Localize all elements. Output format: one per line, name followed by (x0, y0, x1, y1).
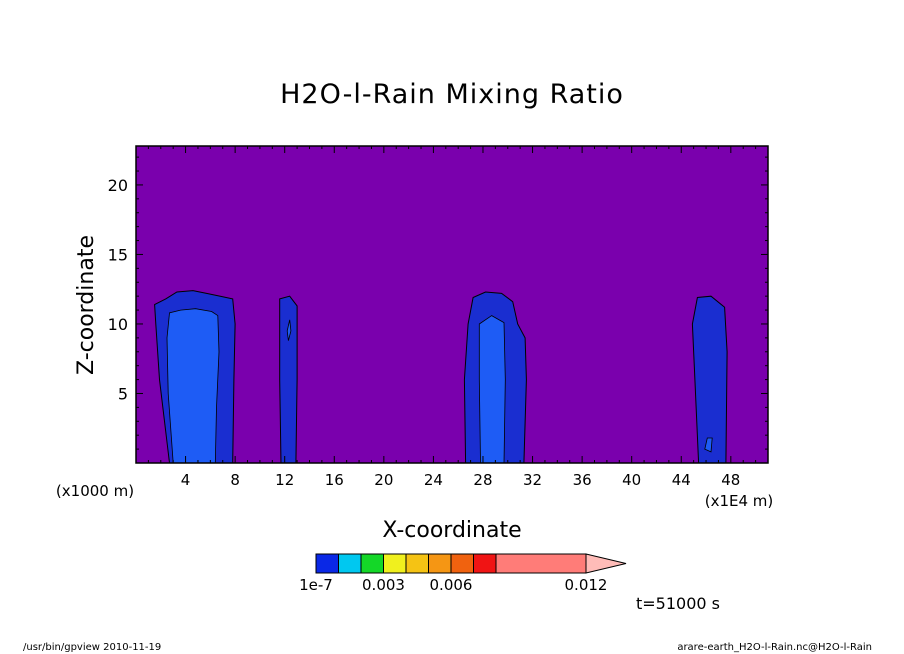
x-tick-label: 40 (622, 471, 641, 489)
colorbar-labels: 1e-7 0.003 0.006 0.012 (299, 576, 607, 594)
x-axis-label: X-coordinate (382, 518, 521, 543)
x-tick-label: 44 (672, 471, 691, 489)
y-tick-label: 5 (118, 384, 128, 403)
x-tick-label: 12 (275, 471, 294, 489)
x-tick-label: 28 (473, 471, 492, 489)
y-axis-ticks: 5 10 15 20 (108, 156, 768, 450)
colorbar-box (428, 553, 452, 574)
colorbar-box (315, 553, 339, 574)
chart-title: H2O-l-Rain Mixing Ratio (280, 79, 624, 110)
x-tick-label: 24 (424, 471, 443, 489)
x-tick-label: 4 (181, 471, 191, 489)
colorbar (315, 553, 627, 574)
x-tick-label: 16 (325, 471, 344, 489)
footer-left: /usr/bin/gpview 2010-11-19 (23, 642, 161, 653)
x-axis-unit-left: (x1000 m) (56, 482, 134, 500)
x-tick-label: 48 (721, 471, 740, 489)
cloud-inner-contour-4 (704, 437, 713, 453)
colorbar-level-label: 0.006 (430, 576, 473, 594)
y-tick-label: 10 (108, 315, 128, 334)
x-tick-label: 36 (573, 471, 592, 489)
colorbar-box (405, 553, 429, 574)
colorbar-arrow (585, 553, 627, 574)
colorbar-box (450, 553, 474, 574)
colorbar-box (338, 553, 362, 574)
colorbar-box (473, 553, 497, 574)
x-tick-label: 8 (230, 471, 240, 489)
colorbar-box (383, 553, 407, 574)
cloud-inner-contour-3 (478, 315, 506, 464)
plot-frame (135, 145, 769, 464)
cloud-inner-contour-1 (166, 308, 220, 464)
colorbar-box (360, 553, 384, 574)
time-label: t=51000 s (636, 594, 720, 613)
y-tick-label: 20 (108, 176, 128, 195)
y-tick-label: 15 (108, 245, 128, 264)
colorbar-level-label: 0.012 (565, 576, 608, 594)
x-axis-unit-right: (x1E4 m) (705, 492, 774, 510)
x-axis-ticks: 4 8 12 16 20 24 28 32 36 40 44 48 (147, 146, 757, 489)
colorbar-level-label: 0.003 (362, 576, 405, 594)
cloud-inner-contour-2 (286, 319, 292, 341)
footer-right: arare-earth_H2O-l-Rain.nc@H2O-l-Rain (677, 642, 872, 653)
colorbar-level-label: 1e-7 (299, 576, 333, 594)
rain-contours (154, 290, 728, 464)
x-tick-label: 20 (374, 471, 393, 489)
cloud-outer-contour-2 (279, 295, 298, 464)
colorbar-box-wide (495, 553, 587, 574)
cloud-outer-contour-4 (691, 295, 728, 464)
y-axis-label: Z-coordinate (74, 235, 99, 375)
x-tick-label: 32 (523, 471, 542, 489)
plot-background (136, 146, 768, 463)
